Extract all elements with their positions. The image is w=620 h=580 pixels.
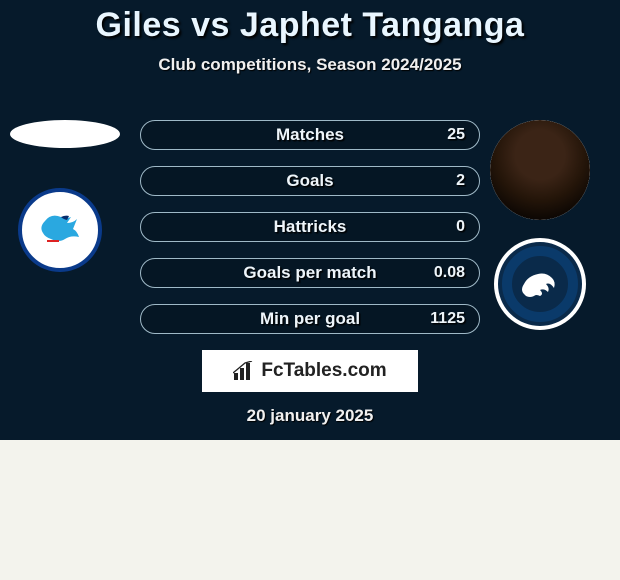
stat-label: Goals per match [141, 263, 479, 283]
stat-row: Goals 2 [140, 166, 480, 196]
comparison-card: Giles vs Japhet Tanganga Club competitio… [0, 0, 620, 440]
watermark: FcTables.com [202, 350, 418, 392]
stats-block: Matches 25 Goals 2 Hattricks 0 Goals per… [0, 120, 620, 426]
stat-label: Matches [141, 125, 479, 145]
page-subtitle: Club competitions, Season 2024/2025 [0, 55, 620, 75]
stat-row: Hattricks 0 [140, 212, 480, 242]
stat-label: Goals [141, 171, 479, 191]
stat-row: Goals per match 0.08 [140, 258, 480, 288]
stat-row: Matches 25 [140, 120, 480, 150]
stat-right-value: 2 [456, 172, 465, 190]
stat-right-value: 25 [447, 126, 465, 144]
stat-label: Hattricks [141, 217, 479, 237]
stat-right-value: 1125 [430, 310, 465, 328]
date-text: 20 january 2025 [0, 406, 620, 426]
stat-label: Min per goal [141, 309, 479, 329]
page-title: Giles vs Japhet Tanganga [0, 0, 620, 45]
stat-right-value: 0 [456, 218, 465, 236]
fctables-bar-icon [233, 361, 255, 381]
stat-row: Min per goal 1125 [140, 304, 480, 334]
watermark-text: FcTables.com [261, 360, 386, 382]
stat-right-value: 0.08 [434, 264, 465, 282]
